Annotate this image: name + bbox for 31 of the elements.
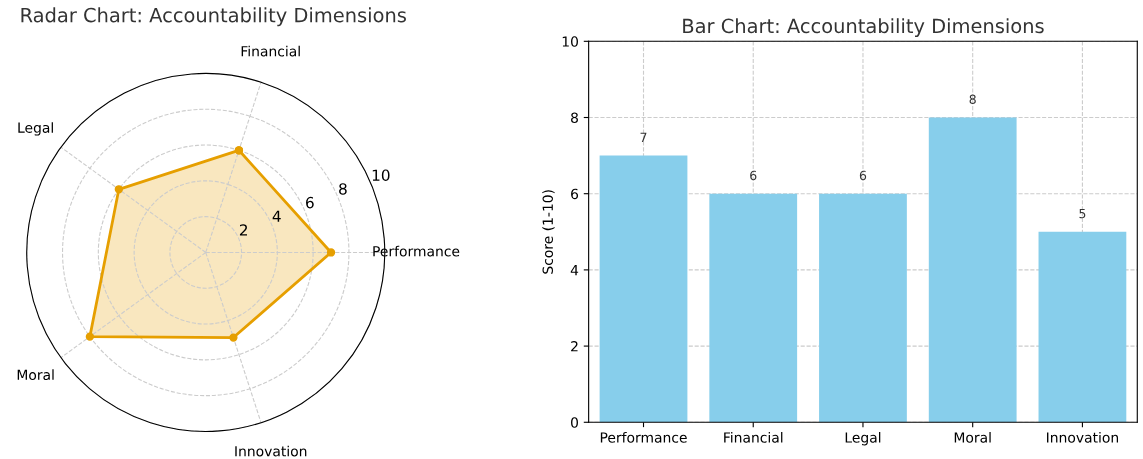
data-label: 6 xyxy=(859,170,867,181)
y-tick-label: 4 xyxy=(272,210,281,222)
spoke-label: Innovation xyxy=(235,445,307,457)
x-tick-label: Financial xyxy=(724,432,783,443)
data-label: 7 xyxy=(640,132,647,142)
chart-title: Radar Chart: Accountability Dimensions xyxy=(21,7,406,27)
x-tick-label: Performance xyxy=(600,432,687,443)
y-tick-label: 8 xyxy=(571,112,578,123)
data-label: 6 xyxy=(750,170,757,181)
y-tick-label: 2 xyxy=(571,341,578,352)
y-axis-title: Score (1-10) xyxy=(542,190,555,274)
bar xyxy=(1038,231,1127,423)
bar xyxy=(819,193,907,423)
y-tick-label: 6 xyxy=(571,188,579,200)
y-tick-label: 2 xyxy=(239,224,248,236)
chart-title: Bar Chart: Accountability Dimensions xyxy=(683,18,1044,38)
bar xyxy=(599,155,688,423)
data-label: 5 xyxy=(1079,208,1086,219)
bar xyxy=(928,117,1017,423)
spoke-label: Moral xyxy=(17,369,54,381)
y-tick-label: 0 xyxy=(571,417,578,428)
data-label: 8 xyxy=(969,94,976,104)
spoke-label: Financial xyxy=(241,45,300,57)
x-tick-label: Legal xyxy=(845,432,881,446)
x-tick-label: Innovation xyxy=(1047,432,1119,443)
spoke-label: Legal xyxy=(18,122,53,136)
bar xyxy=(709,193,798,423)
y-tick-label: 10 xyxy=(562,36,578,47)
y-tick-label: 4 xyxy=(570,265,579,276)
x-tick-label: Moral xyxy=(954,432,991,443)
y-tick-label: 10 xyxy=(372,169,390,181)
